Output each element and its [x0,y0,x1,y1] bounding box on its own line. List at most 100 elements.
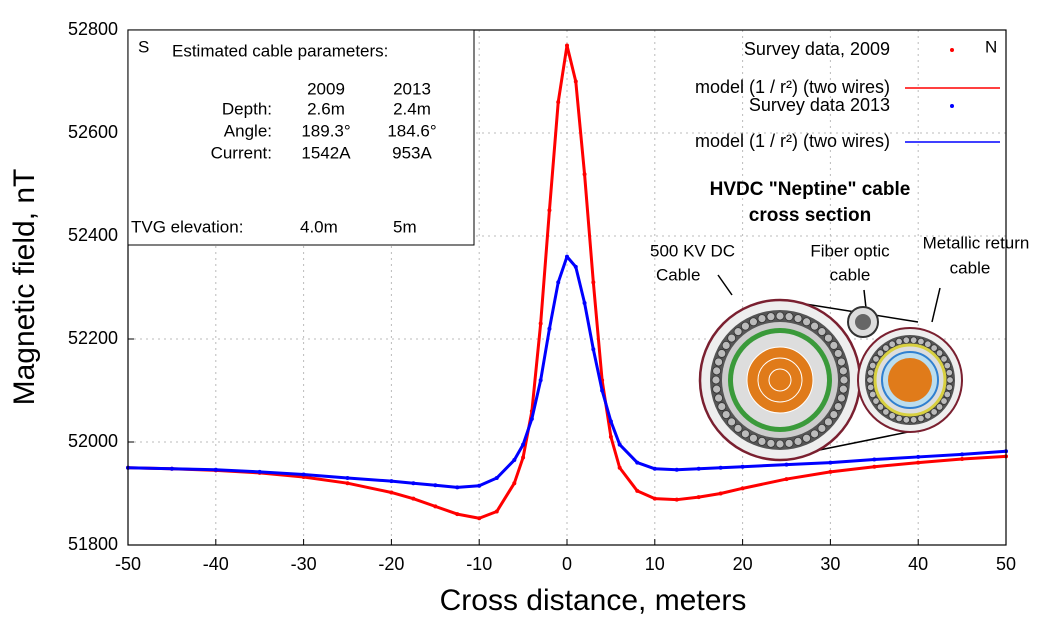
bead [945,368,954,377]
model-line [127,43,1007,520]
bead [766,438,776,448]
bead [833,402,843,411]
x-tick-label: 20 [733,554,753,574]
x-tick-label: 10 [645,554,665,574]
bead [757,314,767,323]
bead [784,312,794,322]
bead [717,402,727,411]
bead [882,408,890,416]
bead [757,437,767,446]
bead [940,397,948,405]
bead [721,410,731,420]
bead [935,349,944,357]
bead [712,384,722,394]
bead [823,333,833,343]
bead [924,412,932,420]
row-label: Angle: [224,121,272,140]
bead [876,349,885,357]
bead [935,403,944,411]
y-tick-label: 52800 [68,19,118,39]
bead [869,390,877,399]
row-value: 953A [392,143,432,162]
row-value: 189.3° [301,121,350,140]
bead [740,429,750,439]
bead [823,417,833,427]
bead [712,366,722,376]
bead [943,390,951,399]
bead [733,327,743,337]
bead [930,408,938,416]
x-tick-label: -10 [466,554,492,574]
row-value: 2.4m [393,99,431,118]
inset-title: HVDC "Neptine" cable [710,179,911,200]
bead [749,433,758,443]
bead [888,340,896,348]
bead [943,361,951,370]
bead [838,384,848,394]
tvg-value: 4.0m [300,217,338,236]
legend-swatch [950,104,954,108]
bead [940,355,948,363]
bead [945,383,954,392]
bead [895,337,903,346]
row-label: Depth: [222,99,272,118]
bead [793,437,803,446]
row-value: 2.6m [307,99,345,118]
bead [837,393,846,403]
tvg-label: TVG elevation: [131,217,243,236]
x-tick-label: -50 [115,554,141,574]
row-value: 1542A [301,143,351,162]
bead [902,336,911,344]
inset-label: Cable [656,265,700,284]
legend-label: model (1 / r²) (two wires) [695,131,890,151]
south-label: S [138,37,149,56]
bead [866,376,874,384]
bead [866,368,875,377]
bead [802,317,811,327]
bead [749,317,758,327]
bead [802,433,811,443]
bead [917,414,925,423]
parameter-box [127,29,475,246]
plot-frame [127,29,1007,546]
year-header: 2013 [393,79,431,98]
bead [714,357,723,367]
x-tick-label: 40 [908,554,928,574]
bead [784,438,794,448]
inset-label: Fiber optic [810,241,890,260]
bead [733,423,743,433]
legend-label: model (1 / r²) (two wires) [695,77,890,97]
y-tick-label: 52200 [68,328,118,348]
legend-label: Survey data, 2009 [744,39,890,59]
bead [810,429,820,439]
bead [839,375,849,385]
bead [872,355,880,363]
bead [869,361,877,370]
tvg-value: 5m [393,217,417,236]
bead [727,417,737,427]
bead [740,321,750,331]
bead [793,314,803,323]
bead [872,397,880,405]
bead [766,312,776,322]
bead [902,416,911,424]
bead [838,366,848,376]
inset-label: cable [950,258,991,277]
inset-label: cable [830,265,871,284]
bead [829,340,839,350]
x-tick-label: 30 [820,554,840,574]
bead [775,311,785,321]
bead [909,336,918,344]
y-tick-label: 52400 [68,225,118,245]
box-title: Estimated cable parameters: [172,41,388,60]
bead [895,414,903,423]
x-tick-label: 0 [562,554,572,574]
bead [909,416,918,424]
legend: Survey data, 2009 model (1 / r²) (two wir… [695,39,1000,151]
bead [829,410,839,420]
year-header: 2009 [307,79,345,98]
bead [817,327,827,337]
row-value: 184.6° [387,121,436,140]
legend-label: Survey data 2013 [749,95,890,115]
